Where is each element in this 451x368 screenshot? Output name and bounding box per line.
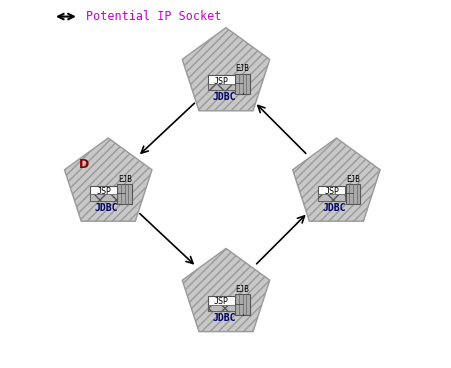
Bar [90,194,117,201]
Polygon shape [182,28,269,111]
Text: JSP: JSP [213,77,228,85]
Text: EJB: EJB [345,174,359,184]
Text: Potential IP Socket: Potential IP Socket [86,10,221,23]
Text: EJB: EJB [118,174,131,184]
Bar [90,186,117,201]
Bar [207,296,234,311]
Text: JDBC: JDBC [212,92,235,102]
Bar [318,186,345,201]
Bar [207,75,234,90]
Polygon shape [292,138,379,221]
Text: JDBC: JDBC [94,203,118,213]
Bar [235,74,249,94]
Polygon shape [64,138,152,221]
Text: EJB: EJB [235,285,249,294]
Text: JSP: JSP [213,297,228,306]
Text: D: D [79,158,89,171]
Bar [207,305,234,311]
Bar [117,184,132,204]
Bar [235,294,249,315]
Polygon shape [182,248,269,332]
Text: JSP: JSP [323,187,339,196]
Bar [345,184,359,204]
Text: EJB: EJB [235,64,249,73]
Text: JSP: JSP [96,187,111,196]
Text: JDBC: JDBC [322,203,345,213]
Text: JDBC: JDBC [212,313,235,323]
Bar [207,84,234,90]
Bar [318,194,345,201]
